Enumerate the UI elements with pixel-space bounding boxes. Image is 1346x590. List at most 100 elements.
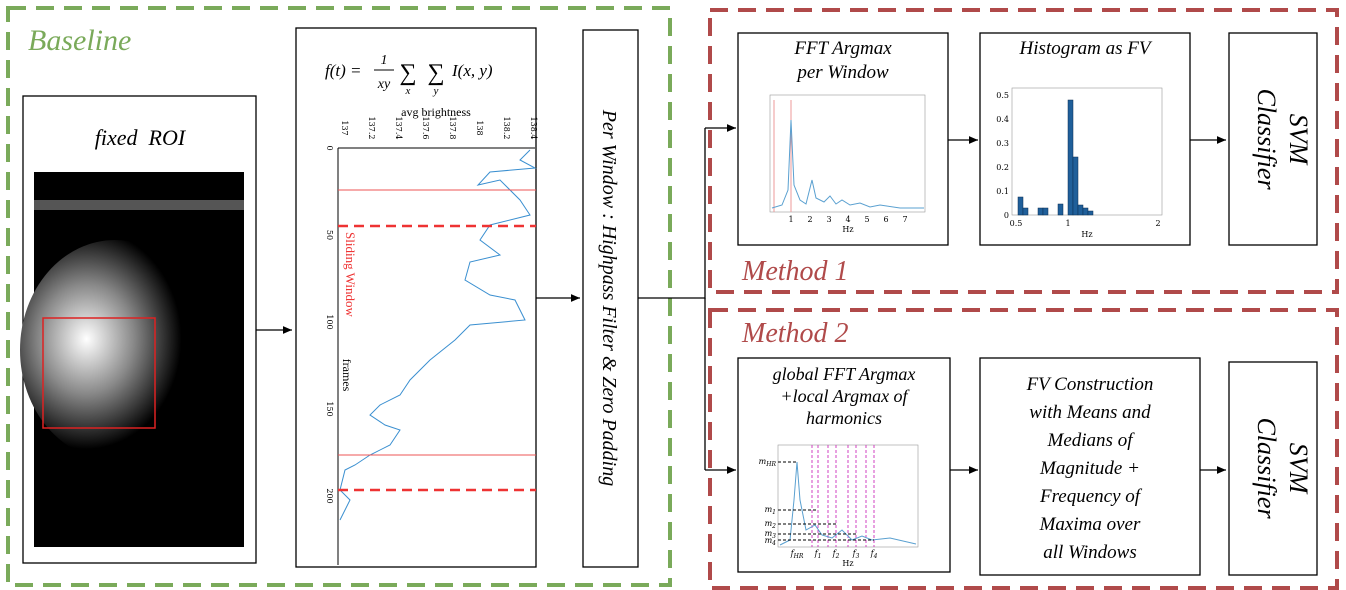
harmonics-panel [737, 357, 951, 573]
image-band [34, 200, 244, 210]
x-tick-label: 2 [1155, 219, 1160, 228]
spectrum [779, 461, 917, 546]
label-base: f [870, 549, 876, 558]
annotation: Sliding Window [343, 232, 358, 317]
harmonic-lines [811, 445, 875, 547]
x-axis-label: Hz [842, 559, 853, 568]
fv-text: Frequency of [1039, 486, 1143, 507]
plot-label: f2 [832, 549, 840, 560]
hist-bar [1057, 203, 1064, 216]
y-tick-label: 0 [1004, 211, 1009, 220]
y-tick-label: 200 [325, 488, 334, 503]
panel-title: global FFT Argmax [773, 364, 916, 384]
filter-text: Per Window : Highpass Filter & Zero Padd… [598, 109, 620, 486]
x-tick-label: 6 [883, 215, 888, 224]
formula-part: xy [377, 77, 391, 92]
plot-label: m3 [765, 529, 777, 540]
label-base: m [765, 536, 773, 545]
x-axis-label: avg brightness [401, 105, 471, 119]
label-sub: HR [793, 553, 804, 560]
x-axis-label: Hz [1081, 230, 1092, 239]
hist-bar [1072, 156, 1079, 216]
x-tick-label: 137 [340, 120, 349, 135]
label-sub: 4 [771, 540, 776, 547]
hist-bar [1087, 210, 1094, 216]
hist-bar [1042, 207, 1049, 216]
plot-label: mHR [759, 457, 777, 468]
baseline-frame [6, 6, 672, 587]
x-tick-label: 7 [902, 215, 907, 224]
fv-text: all Windows [1043, 542, 1136, 563]
label-sub: 3 [772, 533, 776, 540]
hist-bar [1037, 207, 1044, 216]
spectrum [771, 119, 924, 209]
x-tick-label: 0.5 [1010, 219, 1023, 228]
label-base: m [759, 457, 767, 466]
histogram-bars [1017, 99, 1094, 216]
roi-title: fixed ROI [95, 125, 187, 150]
x-tick-label: 1 [1065, 219, 1070, 228]
y-tick-label: 0 [325, 145, 334, 150]
method1-label: Method 1 [741, 256, 849, 287]
x-tick-label: 137.4 [394, 117, 403, 140]
classifier-box [1228, 32, 1318, 246]
panel-title: harmonics [806, 408, 882, 428]
method2-label: Method 2 [741, 318, 849, 349]
x-tick-label: 137.8 [448, 117, 457, 140]
label-sub: 2 [835, 553, 840, 560]
x-tick-label: 138.4 [529, 117, 538, 140]
hist-bar [1022, 207, 1029, 216]
label-sub: 1 [772, 509, 776, 516]
y-tick-label: 0.1 [996, 187, 1009, 196]
plot-label: m1 [765, 505, 776, 516]
baseline-label: Baseline [28, 24, 131, 57]
y-tick-label: 100 [325, 314, 334, 329]
label-sub: 2 [771, 523, 776, 530]
fv-text: Magnitude + [1039, 458, 1140, 479]
fv-text: Maxima over [1039, 514, 1141, 535]
plot-label: f1 [814, 549, 822, 560]
plot-label: f3 [852, 549, 860, 560]
x-tick-label: 137.2 [367, 117, 376, 140]
hand-glow [20, 240, 210, 460]
y-tick-label: 50 [325, 230, 334, 240]
x-tick-label: 138 [475, 120, 484, 135]
label-base: f [790, 549, 796, 558]
label-sub: 3 [856, 553, 860, 560]
x-tick-label: 1 [788, 215, 793, 224]
y-tick-label: 0.5 [996, 91, 1009, 100]
label-base: m [765, 529, 773, 538]
x-tick-label: 137.6 [421, 117, 430, 140]
label-base: f [814, 549, 820, 558]
fv-text: Medians of [1047, 430, 1136, 451]
fft-panel [737, 32, 949, 246]
method2-frame [708, 308, 1339, 590]
y-axis-label: frames [340, 359, 354, 392]
classifier-text: Classifier [1252, 88, 1281, 190]
hist-bar [1067, 99, 1074, 216]
formula-part: ∑ [427, 60, 444, 86]
x-tick-label: 2 [807, 215, 812, 224]
classifier-text: SVM [1284, 443, 1313, 495]
plot-label: fHR [790, 549, 804, 560]
x-axis-label: Hz [842, 225, 853, 234]
method1-frame [708, 8, 1339, 294]
plot-label: m2 [765, 519, 777, 530]
label-sub: HR [765, 461, 776, 468]
x-tick-label: 4 [845, 215, 850, 224]
label-sub: 1 [818, 553, 822, 560]
plot-area [769, 94, 926, 213]
classifier-box [1228, 361, 1318, 576]
plot-label: m4 [765, 536, 777, 547]
label-base: f [852, 549, 858, 558]
hist-bar [1082, 207, 1089, 216]
panel-title: per Window [795, 62, 889, 83]
classifier-text: SVM [1284, 114, 1313, 166]
panel-title: FFT Argmax [793, 38, 892, 59]
guide-lines [778, 461, 874, 541]
y-tick-label: 0.2 [996, 163, 1009, 172]
label-base: m [765, 505, 773, 514]
